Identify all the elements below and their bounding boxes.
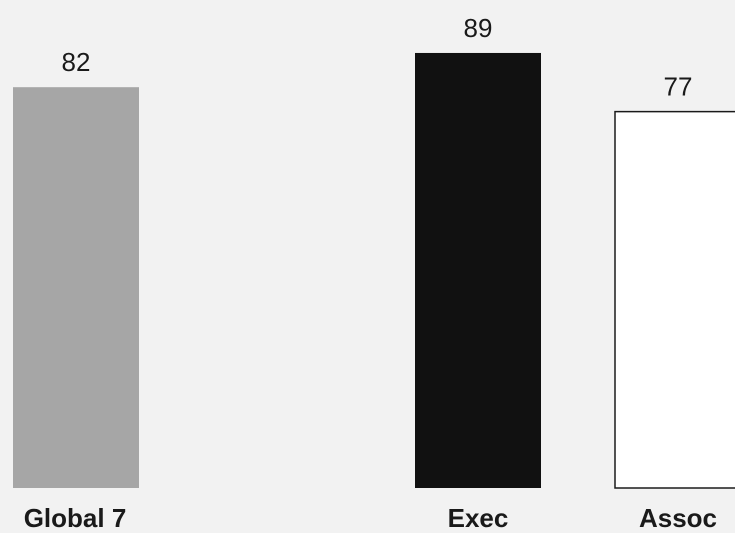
bar-global-7 <box>13 87 139 489</box>
category-label-global-7: Global 7 <box>24 503 127 533</box>
value-label-assoc: 77 <box>664 72 693 102</box>
category-label-exec: Exec <box>448 503 509 533</box>
bar-exec <box>415 52 541 489</box>
category-label-assoc: Assoc <box>639 503 717 533</box>
bar-assoc <box>614 110 735 489</box>
value-label-exec: 89 <box>464 13 493 43</box>
value-label-global-7: 82 <box>62 47 91 77</box>
